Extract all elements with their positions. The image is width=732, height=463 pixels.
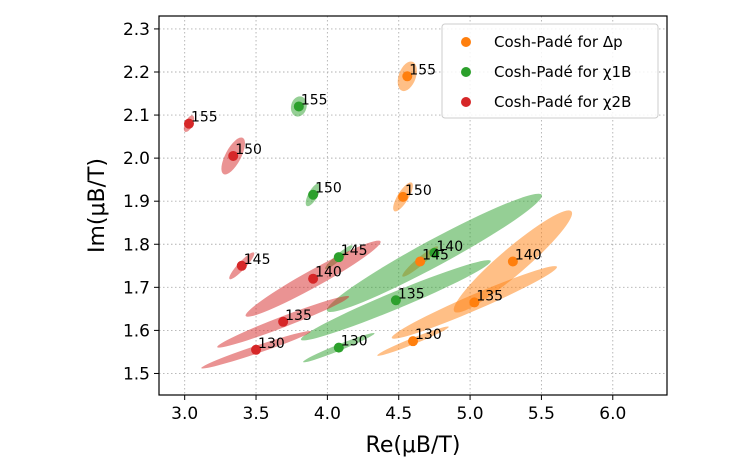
point-label: 155: [409, 62, 436, 78]
point-label: 140: [436, 239, 463, 255]
data-point: [183, 118, 194, 129]
legend-marker: [461, 37, 471, 47]
point-label: 145: [244, 252, 271, 268]
legend-marker: [461, 67, 471, 77]
y-tick-label: 1.8: [123, 235, 150, 255]
data-point: [398, 191, 409, 202]
x-tick-label: 3.5: [243, 404, 270, 424]
x-tick-label: 6.0: [599, 404, 626, 424]
data-point: [308, 189, 319, 200]
data-point: [469, 297, 480, 308]
point-label: 130: [341, 334, 368, 350]
point-label: 140: [515, 247, 542, 263]
data-point: [415, 256, 426, 267]
x-tick-label: 4.5: [385, 404, 412, 424]
point-label: 140: [315, 265, 342, 281]
point-label: 150: [405, 183, 432, 199]
x-tick-label: 4.0: [314, 404, 341, 424]
legend-entry: Cosh-Padé for Δp: [494, 33, 623, 51]
data-points: [183, 71, 518, 355]
legend-marker: [461, 97, 471, 107]
data-point: [402, 71, 413, 82]
data-point: [408, 336, 418, 347]
point-label: 130: [258, 336, 285, 352]
y-axis-label: Im(μB/T): [85, 158, 110, 253]
data-point: [429, 247, 440, 258]
y-tick-label: 2.1: [123, 106, 150, 126]
legend-entry: Cosh-Padé for χ2B: [494, 93, 631, 111]
data-point: [308, 273, 319, 284]
x-tick-label: 5.0: [457, 404, 484, 424]
y-tick-label: 1.7: [123, 278, 150, 298]
y-tick-label: 2.0: [123, 149, 150, 169]
y-tick-label: 2.2: [123, 63, 150, 83]
y-tick-label: 1.5: [123, 364, 150, 384]
point-label: 145: [341, 243, 368, 259]
point-label: 150: [235, 142, 262, 158]
data-point: [251, 344, 262, 355]
y-tick-label: 1.9: [123, 192, 150, 212]
y-tick-label: 2.3: [123, 20, 150, 40]
data-point: [236, 260, 247, 271]
point-label: 130: [415, 327, 442, 343]
axis-ticks: 3.0 3.5 4.0 4.5 5.0 5.5 6.0 1.5 1.6 1.7 1.8 1.9 2.0 2…: [123, 20, 626, 424]
legend-box: [441, 23, 659, 119]
point-label: 135: [476, 288, 503, 304]
point-label: 155: [301, 92, 328, 108]
data-point: [390, 295, 401, 306]
legend-entry: Cosh-Padé for χ1B: [494, 63, 631, 81]
point-label: 135: [285, 308, 312, 324]
point-label: 155: [191, 110, 218, 126]
point-label: 135: [398, 286, 425, 302]
data-point: [507, 256, 518, 267]
data-point: [228, 150, 239, 161]
x-axis-label: Re(μB/T): [366, 433, 461, 458]
legend: Cosh-Padé for Δp Cosh-Padé for χ1B Cosh-Pa…: [441, 23, 659, 119]
point-label: 145: [422, 247, 449, 263]
plot-frame: [158, 15, 668, 396]
point-label: 150: [315, 181, 342, 197]
x-tick-label: 3.0: [171, 404, 198, 424]
y-tick-label: 1.6: [123, 321, 150, 341]
data-point: [293, 101, 304, 112]
x-tick-label: 5.5: [528, 404, 555, 424]
data-point: [333, 342, 344, 353]
data-point: [333, 252, 344, 263]
data-point: [278, 316, 289, 327]
